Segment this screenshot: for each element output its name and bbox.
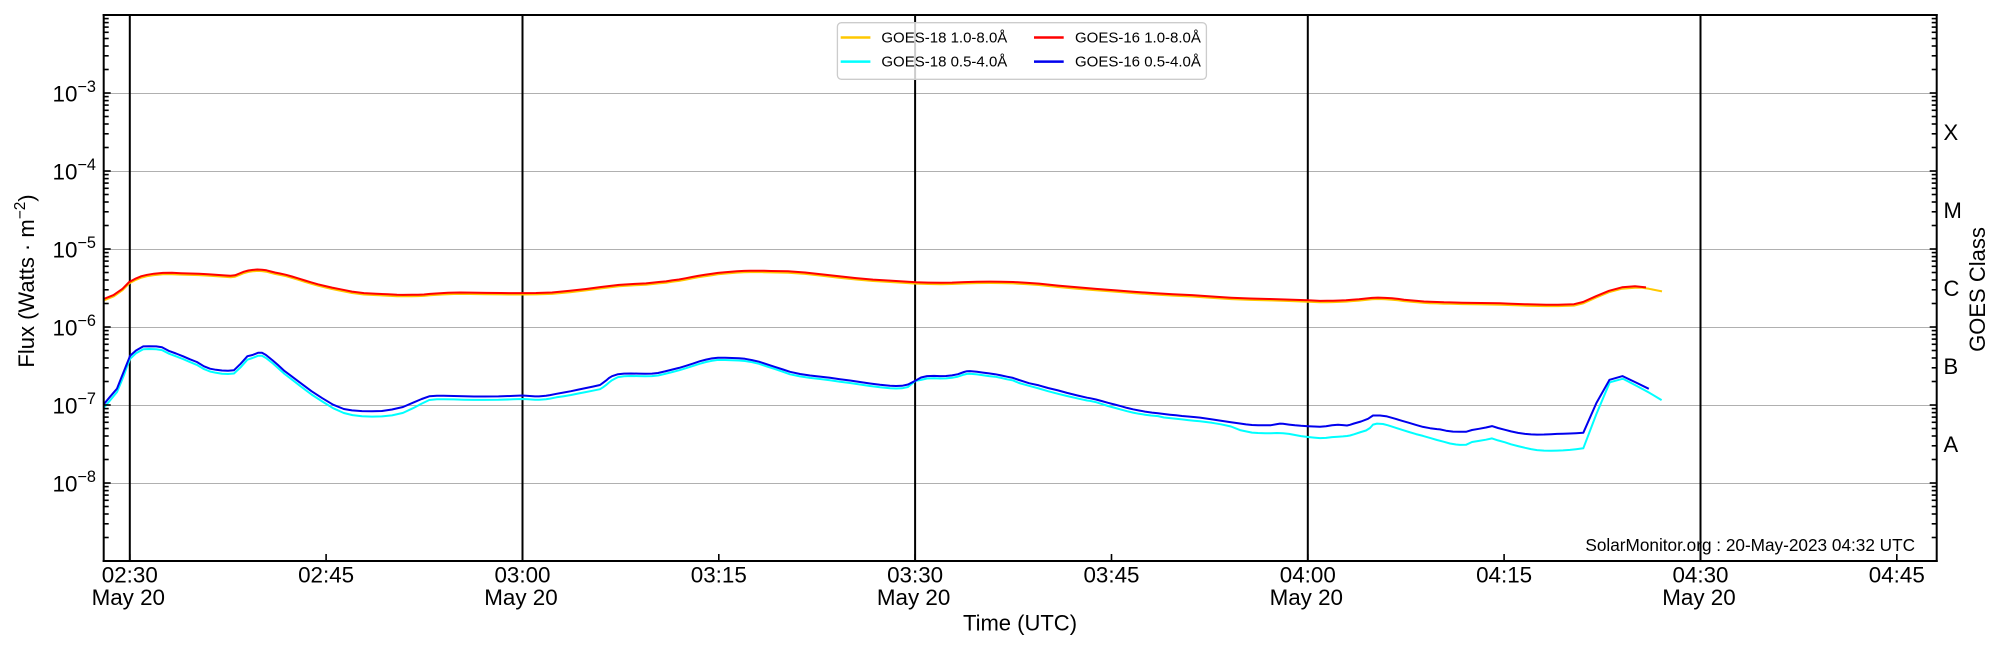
svg-text:May 20: May 20: [484, 585, 557, 610]
svg-text:A: A: [1944, 432, 1959, 457]
svg-text:03:00: 03:00: [494, 562, 550, 587]
svg-text:May 20: May 20: [1662, 585, 1735, 610]
svg-text:B: B: [1944, 354, 1959, 379]
svg-text:GOES-18 1.0-8.0Å: GOES-18 1.0-8.0Å: [881, 30, 1007, 47]
svg-text:May 20: May 20: [92, 585, 165, 610]
svg-text:GOES-18 0.5-4.0Å: GOES-18 0.5-4.0Å: [881, 54, 1007, 71]
svg-text:Time (UTC): Time (UTC): [963, 611, 1077, 636]
svg-text:04:45: 04:45: [1869, 562, 1925, 587]
svg-text:10−5: 10−5: [53, 234, 96, 262]
svg-text:Flux (Watts · m−2): Flux (Watts · m−2): [12, 194, 39, 367]
svg-text:03:30: 03:30: [887, 562, 943, 587]
svg-text:C: C: [1944, 276, 1960, 301]
svg-text:04:00: 04:00: [1280, 562, 1336, 587]
svg-text:May 20: May 20: [877, 585, 950, 610]
svg-text:May 20: May 20: [1270, 585, 1343, 610]
svg-text:GOES Class: GOES Class: [1965, 227, 1990, 352]
svg-text:02:30: 02:30: [102, 562, 158, 587]
svg-text:02:45: 02:45: [298, 562, 354, 587]
svg-text:04:30: 04:30: [1672, 562, 1728, 587]
svg-text:M: M: [1944, 198, 1962, 223]
svg-text:03:45: 03:45: [1083, 562, 1139, 587]
svg-text:GOES-16 1.0-8.0Å: GOES-16 1.0-8.0Å: [1075, 30, 1201, 47]
svg-text:10−3: 10−3: [53, 78, 96, 106]
svg-text:04:15: 04:15: [1476, 562, 1532, 587]
svg-text:X: X: [1944, 120, 1959, 145]
svg-text:SolarMonitor.org : 20-May-2023: SolarMonitor.org : 20-May-2023 04:32 UTC: [1585, 535, 1915, 555]
svg-text:GOES-16 0.5-4.0Å: GOES-16 0.5-4.0Å: [1075, 54, 1201, 71]
svg-text:03:15: 03:15: [691, 562, 747, 587]
